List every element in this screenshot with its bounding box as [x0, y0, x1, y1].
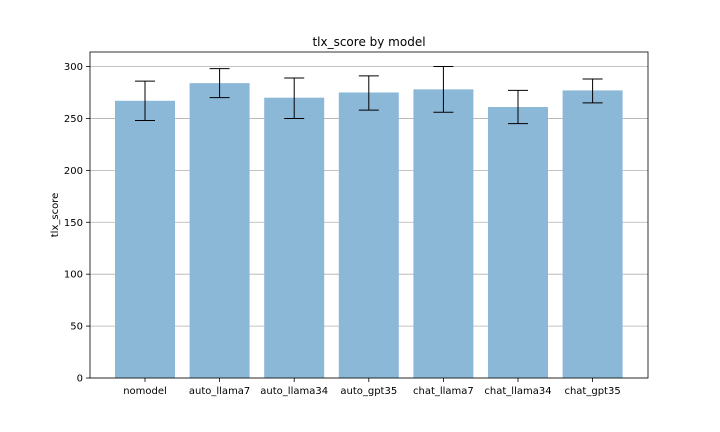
y-tick-label: 250: [64, 114, 83, 125]
bar-auto_gpt35: [338, 92, 399, 378]
y-tick-label: 200: [64, 166, 83, 177]
x-tick-label-chat_llama34: chat_llama34: [484, 386, 551, 397]
y-tick-label: 100: [64, 270, 83, 281]
bar-auto_llama34: [264, 97, 325, 379]
error-bars: [135, 66, 603, 125]
bar-auto_llama7: [189, 83, 250, 379]
x-axis-ticks: nomodel auto_llama7 auto_llama34 auto_gpt35…: [123, 378, 621, 397]
x-tick-label-nomodel: nomodel: [123, 386, 167, 397]
x-tick-label-chat_llama7: chat_llama7: [413, 386, 474, 397]
bars: [115, 83, 623, 379]
bar-nomodel: [115, 100, 175, 379]
x-tick-label-auto_gpt35: auto_gpt35: [340, 386, 397, 397]
x-tick-label-auto_llama7: auto_llama7: [189, 386, 250, 397]
y-axis-label: tlx_score: [50, 193, 61, 238]
chart-title: tlx_score by model: [312, 35, 425, 49]
y-tick-label: 300: [64, 62, 83, 73]
y-tick-label: 50: [70, 322, 83, 333]
bar-chat_llama34: [488, 107, 548, 378]
x-tick-label-auto_llama34: auto_llama34: [260, 386, 328, 397]
bar-chat_gpt35: [562, 90, 623, 379]
y-tick-label: 0: [77, 374, 83, 385]
y-tick-label: 150: [64, 218, 83, 229]
x-tick-label-chat_gpt35: chat_gpt35: [564, 386, 620, 397]
y-axis-ticks: 0 50 100 150 200 250 300: [64, 62, 90, 385]
bar-chat_llama7: [413, 89, 474, 378]
